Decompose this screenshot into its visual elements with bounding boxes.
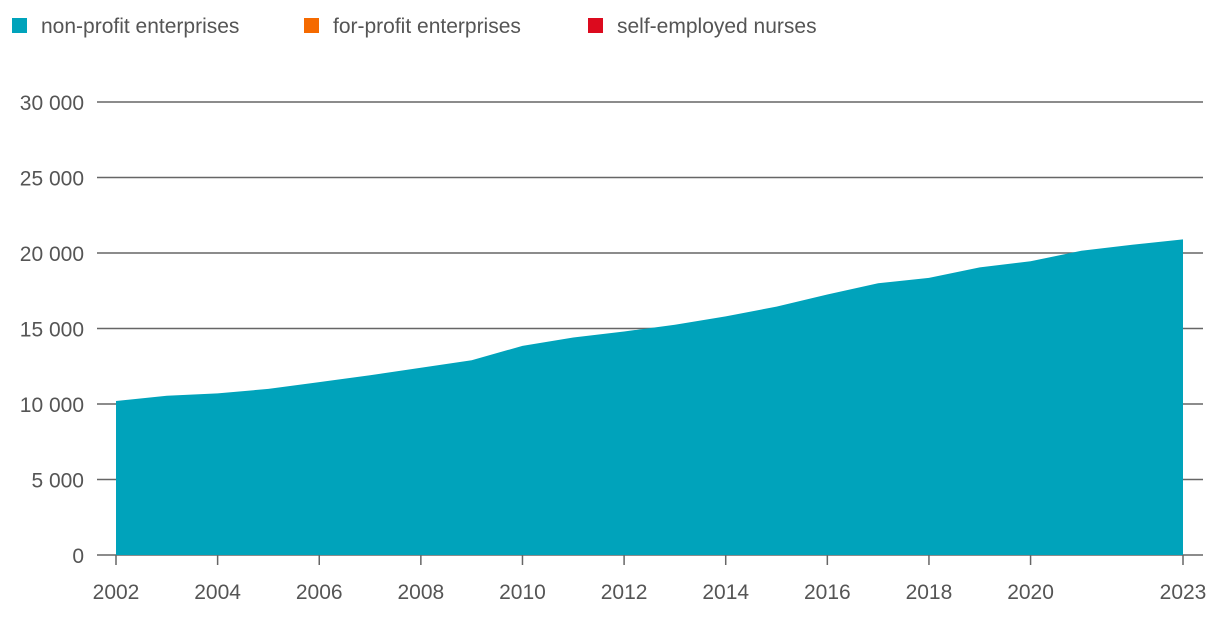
x-tick-label-1: 2004 <box>194 581 241 604</box>
legend-swatch-1 <box>304 18 319 33</box>
y-tick-label-4: 20 000 <box>20 243 84 266</box>
x-tick-label-8: 2018 <box>906 581 953 604</box>
x-tick-label-9: 2020 <box>1007 581 1054 604</box>
legend-swatch-2 <box>588 18 603 33</box>
x-tick-label-4: 2010 <box>499 581 546 604</box>
x-tick-label-0: 2002 <box>93 581 140 604</box>
y-tick-label-3: 15 000 <box>20 319 84 342</box>
x-tick-label-10: 2023 <box>1160 581 1207 604</box>
legend: non-profit enterprises for-profit enterpr… <box>12 15 817 38</box>
y-axis: 0 5 000 10 000 15 000 20 000 25 000 30 000 <box>20 92 84 568</box>
legend-swatch-0 <box>12 18 27 33</box>
plot-area <box>116 239 1183 555</box>
y-tick-label-2: 10 000 <box>20 394 84 417</box>
x-tick-label-3: 2008 <box>397 581 444 604</box>
legend-label-2: self-employed nurses <box>617 15 817 38</box>
x-tick-label-7: 2016 <box>804 581 851 604</box>
legend-label-0: non-profit enterprises <box>41 15 239 38</box>
y-tick-label-6: 30 000 <box>20 92 84 115</box>
x-tick-label-2: 2006 <box>296 581 343 604</box>
y-tick-label-1: 5 000 <box>31 470 84 493</box>
area-series-0-segment-0 <box>116 239 1183 555</box>
x-axis: 2002 2004 2006 2008 2010 2012 2014 2016 2018 2020… <box>93 555 1207 604</box>
x-tick-label-6: 2014 <box>702 581 749 604</box>
x-tick-label-5: 2012 <box>601 581 648 604</box>
y-tick-label-0: 0 <box>72 545 84 568</box>
legend-label-1: for-profit enterprises <box>333 15 521 38</box>
y-tick-label-5: 25 000 <box>20 168 84 191</box>
